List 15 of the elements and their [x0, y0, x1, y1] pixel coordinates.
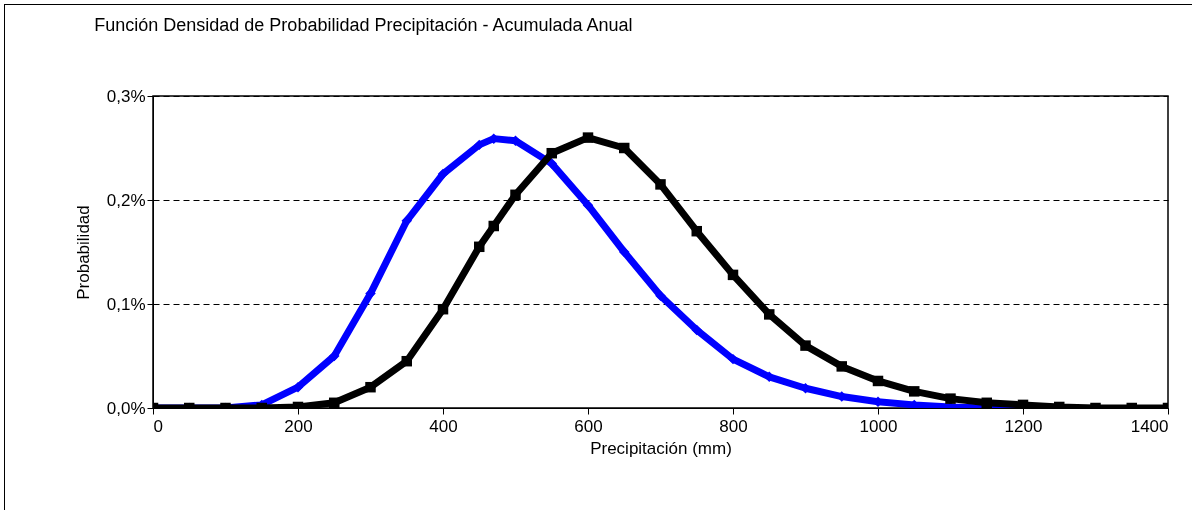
y-tick-label: 0,3% [106, 86, 146, 106]
x-tick-label: 1000 [859, 416, 898, 436]
y-axis-title: Probabilidad [73, 205, 93, 300]
y-tick-label: 0,2% [106, 190, 146, 210]
x-tick-label: 600 [574, 416, 603, 436]
y-tick-label: 0,0% [106, 398, 146, 418]
x-tick-label: 200 [284, 416, 313, 436]
chart-title: Función Densidad de Probabilidad Precipitación - Acumulada Anual [94, 15, 633, 35]
x-tick-label: 400 [429, 416, 458, 436]
y-tick-label: 0,1% [106, 294, 146, 314]
x-tick-label: 1400 [1130, 416, 1169, 436]
x-tick-label: 1200 [1004, 416, 1043, 436]
x-axis-title: Precipitación (mm) [590, 438, 732, 458]
x-tick-label: 0 [153, 416, 163, 436]
x-tick-label: 800 [719, 416, 748, 436]
